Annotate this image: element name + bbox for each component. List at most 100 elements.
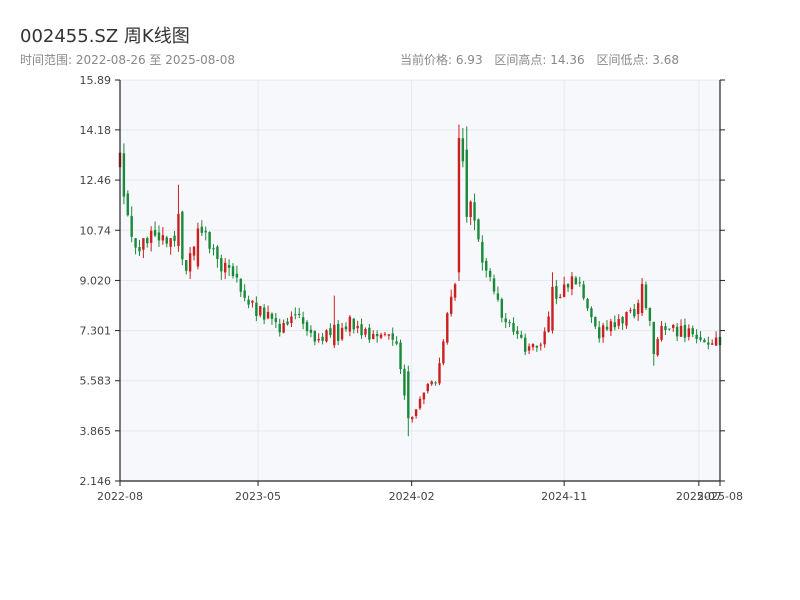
candle (278, 318, 281, 337)
candle (668, 328, 671, 331)
candle-body (446, 313, 449, 343)
candle-body (481, 241, 484, 263)
candle-body (547, 316, 550, 332)
candle (325, 329, 328, 343)
candle-body (430, 381, 433, 385)
candle-body (340, 327, 344, 340)
candle (531, 343, 535, 351)
candle-body (173, 235, 176, 241)
candle-body (262, 307, 266, 320)
candle-body (313, 330, 317, 342)
candle (290, 311, 293, 328)
candle-body (434, 382, 437, 384)
candle (262, 304, 266, 325)
candle (625, 311, 628, 329)
candle-body (255, 302, 258, 316)
candle-body (520, 334, 523, 338)
candle-body (652, 321, 655, 354)
candle-body (656, 339, 659, 356)
candle (301, 311, 305, 330)
candle (122, 143, 126, 205)
candle (555, 279, 558, 305)
candle-body (270, 313, 274, 319)
candle (255, 296, 258, 322)
candle-body (418, 398, 422, 409)
candle (395, 336, 398, 346)
candle (609, 318, 613, 336)
candle (672, 324, 675, 332)
candle-body (644, 284, 648, 309)
x-tick-label: 2022-08 (97, 490, 143, 503)
candle-body (181, 211, 184, 260)
candle (313, 330, 317, 346)
candle-body (695, 334, 698, 339)
candle-body (714, 337, 718, 346)
y-tick-label: 3.865 (80, 425, 112, 438)
candle (562, 276, 566, 298)
candle-body (543, 331, 546, 345)
candle (473, 193, 476, 231)
candle-body (453, 284, 457, 298)
candle (481, 235, 484, 271)
candle-body (177, 213, 180, 247)
candle (169, 238, 172, 255)
candle (516, 325, 519, 339)
x-tick-label: 2025-08 (697, 490, 743, 503)
candle-body (352, 318, 355, 330)
candle (138, 239, 141, 256)
candle (407, 365, 410, 437)
candle-body (348, 316, 352, 332)
candle (594, 316, 597, 330)
candle (165, 235, 168, 248)
candle (149, 226, 153, 252)
candle (426, 382, 429, 394)
candle-body (469, 201, 472, 218)
candle (422, 392, 426, 405)
candle-body (523, 337, 527, 352)
candle-body (594, 317, 597, 327)
candle-body (609, 321, 613, 332)
candle (691, 325, 694, 338)
candle-body (551, 286, 554, 331)
candle-body (675, 326, 679, 337)
candle (204, 226, 207, 241)
y-tick-label: 5.583 (80, 375, 112, 388)
candle (477, 218, 480, 242)
candle (449, 289, 453, 317)
candle (223, 258, 227, 280)
candle-body (305, 322, 309, 332)
candle (340, 322, 344, 341)
candle (247, 295, 250, 309)
candle-body (414, 409, 418, 416)
candle (298, 307, 301, 319)
candle-body (422, 392, 426, 400)
candle-body (356, 326, 359, 329)
candle-body (344, 326, 348, 330)
candle-body (235, 273, 239, 278)
candle-body (375, 333, 379, 337)
candle (636, 299, 640, 321)
y-tick-label: 7.301 (80, 325, 112, 338)
y-tick-label: 2.146 (80, 475, 112, 488)
candle-body (395, 341, 398, 344)
candle-body (598, 327, 601, 339)
candle (173, 230, 176, 247)
candle-body (411, 417, 414, 420)
candle (551, 272, 554, 334)
candle-body (364, 329, 367, 335)
candle-body (138, 247, 141, 252)
candle-body (465, 149, 468, 217)
candle (687, 324, 691, 341)
candle-body (247, 299, 250, 305)
candle (539, 342, 542, 351)
candle (559, 293, 562, 299)
candle (707, 336, 710, 350)
candle-body (636, 303, 640, 315)
candle (457, 124, 461, 282)
candle (617, 314, 620, 330)
candle-body (500, 299, 504, 318)
candle (192, 246, 196, 261)
candle-body (566, 283, 570, 288)
candle (418, 396, 422, 411)
candle-body (243, 290, 246, 298)
